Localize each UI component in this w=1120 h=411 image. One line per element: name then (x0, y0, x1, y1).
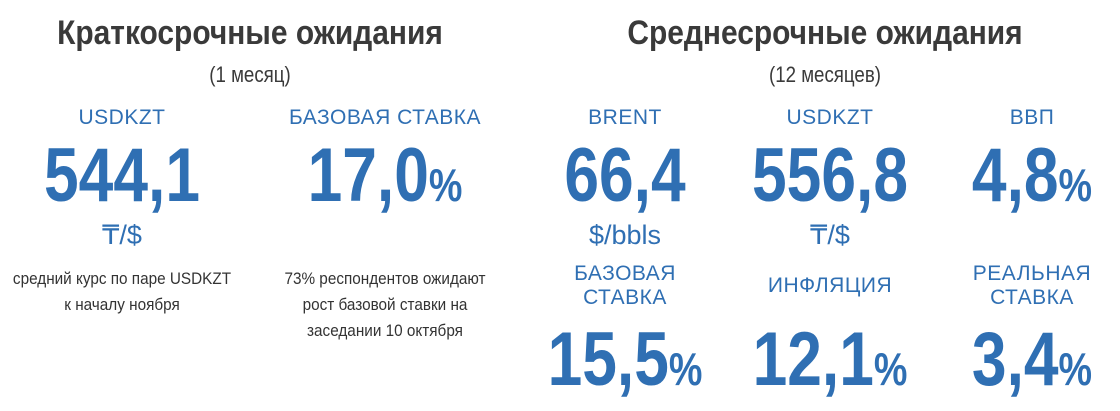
value-number: 66,4 (564, 133, 686, 218)
metric-value: 3,4% (909, 322, 1120, 407)
metric-label: ИНФЛЯЦИЯ (767, 274, 893, 297)
metric-unit: ₸/$ (102, 220, 142, 250)
metric-value: 12,1% (707, 322, 953, 407)
value-number: 12,1 (752, 317, 874, 402)
value-number: 15,5 (547, 317, 669, 402)
metric-unit: ₸/$ (810, 220, 850, 250)
metric-label: РЕАЛЬНАЯ СТАВКА (972, 262, 1092, 309)
metric-label: БАЗОВАЯ СТАВКА (288, 106, 482, 129)
section-subtitle: (12 месяцев) (768, 62, 882, 87)
percent-sign: % (428, 159, 463, 211)
metric-unit: $/bbls (588, 220, 662, 250)
percent-sign: % (1058, 159, 1093, 211)
metric-value: 4,8% (909, 138, 1120, 223)
metric-label: USDKZT (78, 106, 166, 129)
section-title: Краткосрочные ожидания (57, 14, 443, 52)
value-number: 3,4 (971, 317, 1059, 402)
metric-value: 556,8 (707, 138, 953, 214)
metric-note: средний курс по паре USDKZT к началу ноя… (12, 269, 232, 314)
section-subtitle: (1 месяц) (209, 62, 291, 87)
value-number: 4,8 (971, 133, 1059, 218)
value-number: 556,8 (752, 133, 908, 218)
metric-value: 17,0% (262, 138, 508, 223)
metric-label: ВВП (1009, 106, 1055, 129)
percent-sign: % (668, 343, 703, 395)
metric-value: 66,4 (502, 138, 748, 214)
value-number: 544,1 (44, 133, 200, 218)
metric-label: USDKZT (786, 106, 874, 129)
value-number: 17,0 (307, 133, 429, 218)
percent-sign: % (1058, 343, 1093, 395)
metric-label: BRENT (588, 106, 662, 129)
metric-value: 544,1 (0, 138, 245, 214)
percent-sign: % (873, 343, 908, 395)
section-title: Среднесрочные ожидания (627, 14, 1023, 52)
metric-note: 73% респондентов ожидают рост базовой ст… (284, 269, 486, 340)
metric-value: 15,5% (502, 322, 748, 407)
metric-label: БАЗОВАЯ СТАВКА (574, 262, 676, 309)
